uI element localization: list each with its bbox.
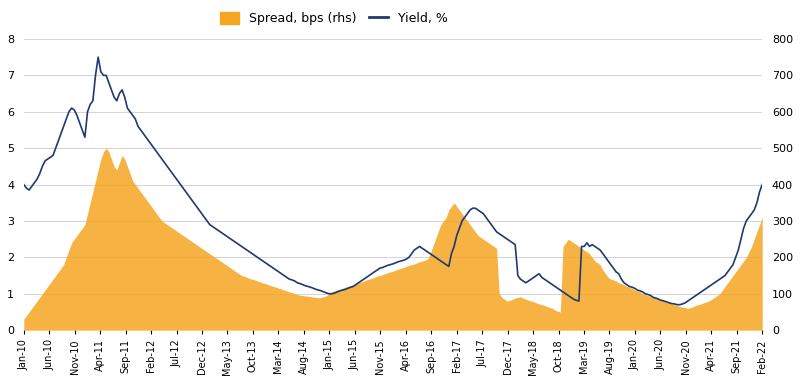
Legend: Spread, bps (rhs), Yield, %: Spread, bps (rhs), Yield, % [215,7,453,30]
